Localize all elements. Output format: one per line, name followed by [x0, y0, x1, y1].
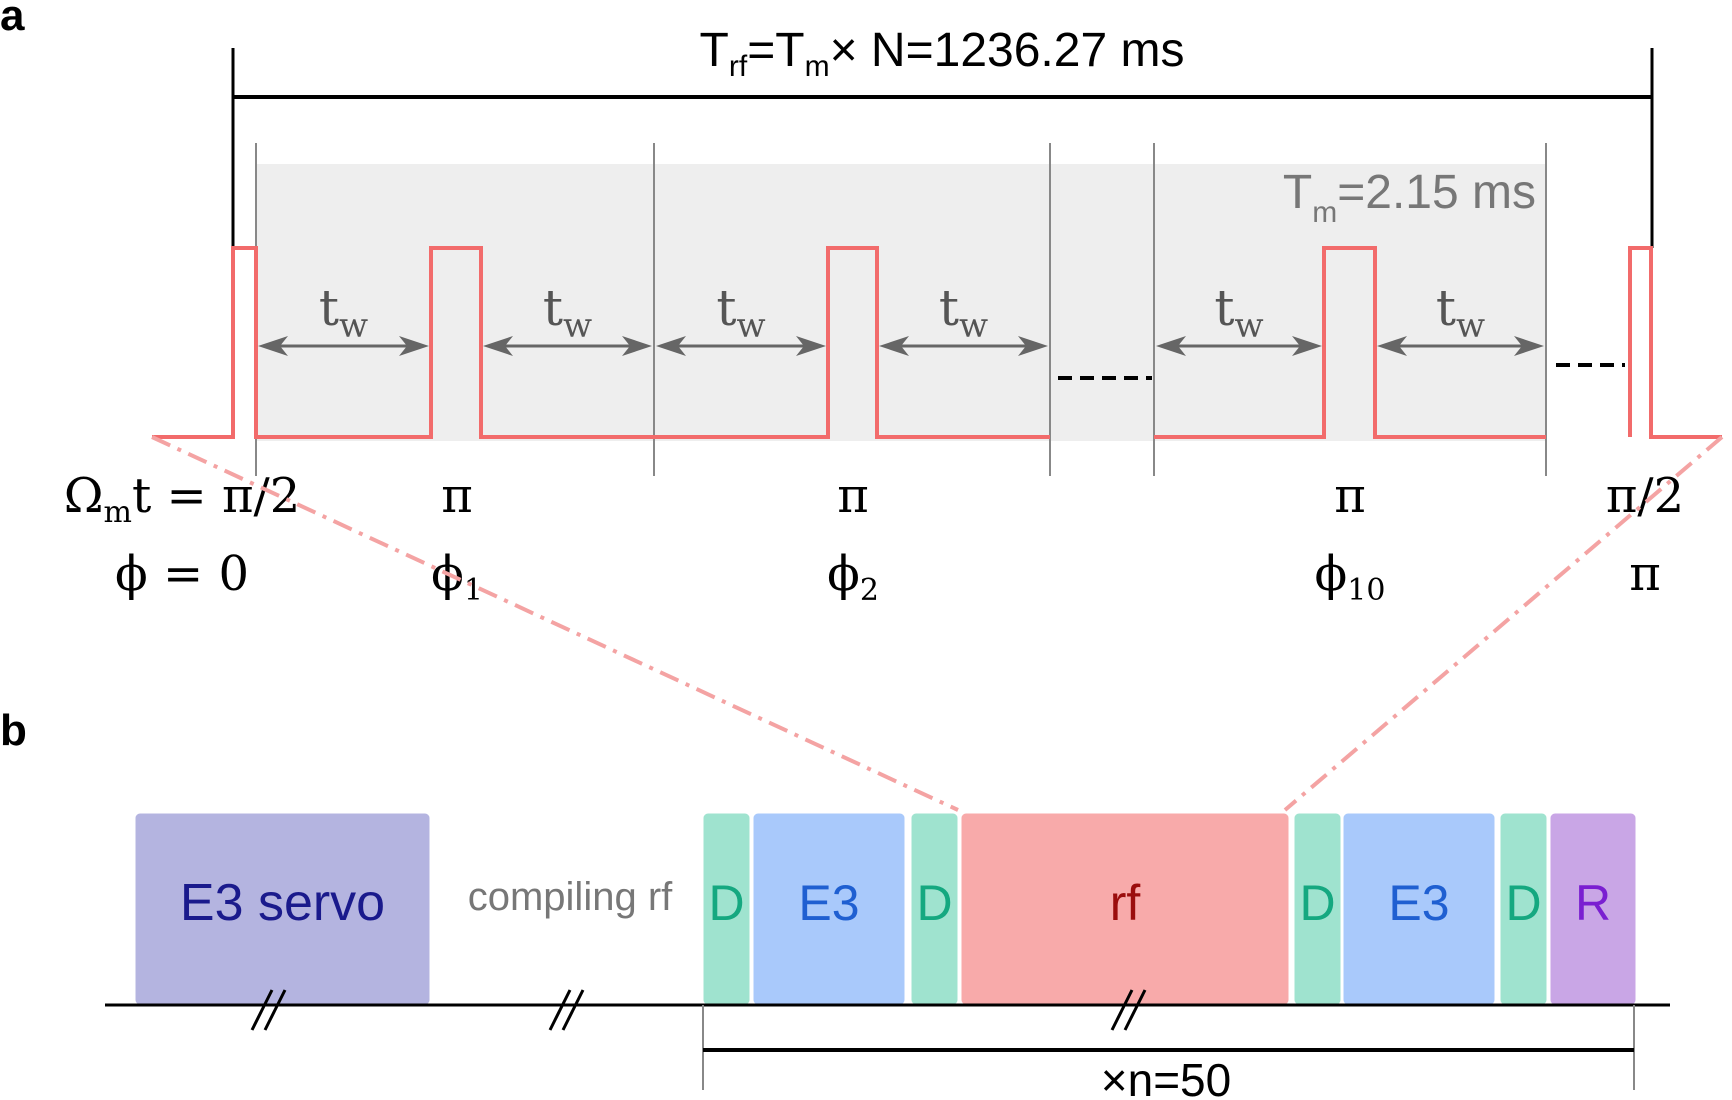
wait-arrow: tw — [879, 279, 1048, 356]
compiling-rf-label: compiling rf — [468, 875, 673, 919]
block-label: E3 — [1388, 875, 1449, 931]
block-label: E3 servo — [180, 874, 385, 932]
block-r: R — [1549, 812, 1637, 1006]
zoom-line-right — [1283, 435, 1724, 812]
module-duration-label: Tm=2.15 ms — [1283, 166, 1536, 229]
total-duration-label: Trf=Tm× N=1236.27 ms — [700, 24, 1185, 83]
wait-label: tw — [1436, 279, 1485, 346]
block-d3: D — [1293, 812, 1342, 1006]
module-background — [256, 164, 1546, 441]
pulse-phase-label: π — [1629, 546, 1661, 602]
block-label: D — [916, 875, 952, 931]
wait-arrow: tw — [656, 279, 826, 356]
block-label: E3 — [798, 875, 859, 931]
pulse-angle-label: π — [837, 468, 869, 524]
wait-label: tw — [716, 279, 765, 346]
zoom-line-left — [151, 435, 959, 812]
pulse-angle-label: π/2 — [1606, 468, 1684, 524]
wait-arrow: tw — [1156, 279, 1322, 356]
block-rf: rf — [960, 812, 1290, 1006]
wait-label: tw — [543, 279, 592, 346]
block-label: D — [708, 875, 744, 931]
block-label: rf — [1110, 875, 1141, 931]
pulse-angle-label: Ωmt = π/2 — [64, 468, 301, 530]
block-label: D — [1505, 875, 1541, 931]
block-e3-2: E3 — [1342, 812, 1496, 1006]
pulse-angle-label: π — [441, 468, 473, 524]
block-d4: D — [1499, 812, 1548, 1006]
wait-arrow: tw — [483, 279, 652, 356]
block-d2: D — [910, 812, 959, 1006]
repeat-label: ×n=50 — [1101, 1054, 1231, 1100]
repeat-bracket — [702, 1005, 1635, 1090]
pulse-waveform — [152, 246, 1050, 439]
pulse-phase-label: ϕ2 — [827, 546, 879, 608]
wait-label: tw — [939, 279, 988, 346]
axis-breaks — [250, 989, 1147, 1031]
wait-label: tw — [1214, 279, 1263, 346]
pulse-labels: Ωmt = π/2ϕ = 0πϕ1πϕ2πϕ10π/2π — [64, 468, 1684, 608]
block-e3-servo: E3 servo — [134, 812, 431, 1006]
wait-arrows: tw tw tw tw tw tw — [258, 279, 1544, 356]
pulse-angle-label: π — [1334, 468, 1366, 524]
block-d1: D — [702, 812, 751, 1006]
block-e3-1: E3 — [752, 812, 906, 1006]
total-duration-bracket — [231, 48, 1654, 248]
final-pulse — [1628, 246, 1722, 439]
block-label: R — [1575, 875, 1611, 931]
panel-b-label: b — [0, 706, 27, 755]
wait-arrow: tw — [1377, 279, 1544, 356]
wait-label: tw — [319, 279, 368, 346]
pulse-phase-label: ϕ10 — [1315, 546, 1386, 608]
wait-arrow: tw — [258, 279, 429, 356]
block-label: D — [1299, 875, 1335, 931]
panel-a-label: a — [0, 0, 25, 40]
pulse-phase-label: ϕ = 0 — [115, 546, 249, 602]
pulse-waveform-end — [1154, 246, 1546, 439]
